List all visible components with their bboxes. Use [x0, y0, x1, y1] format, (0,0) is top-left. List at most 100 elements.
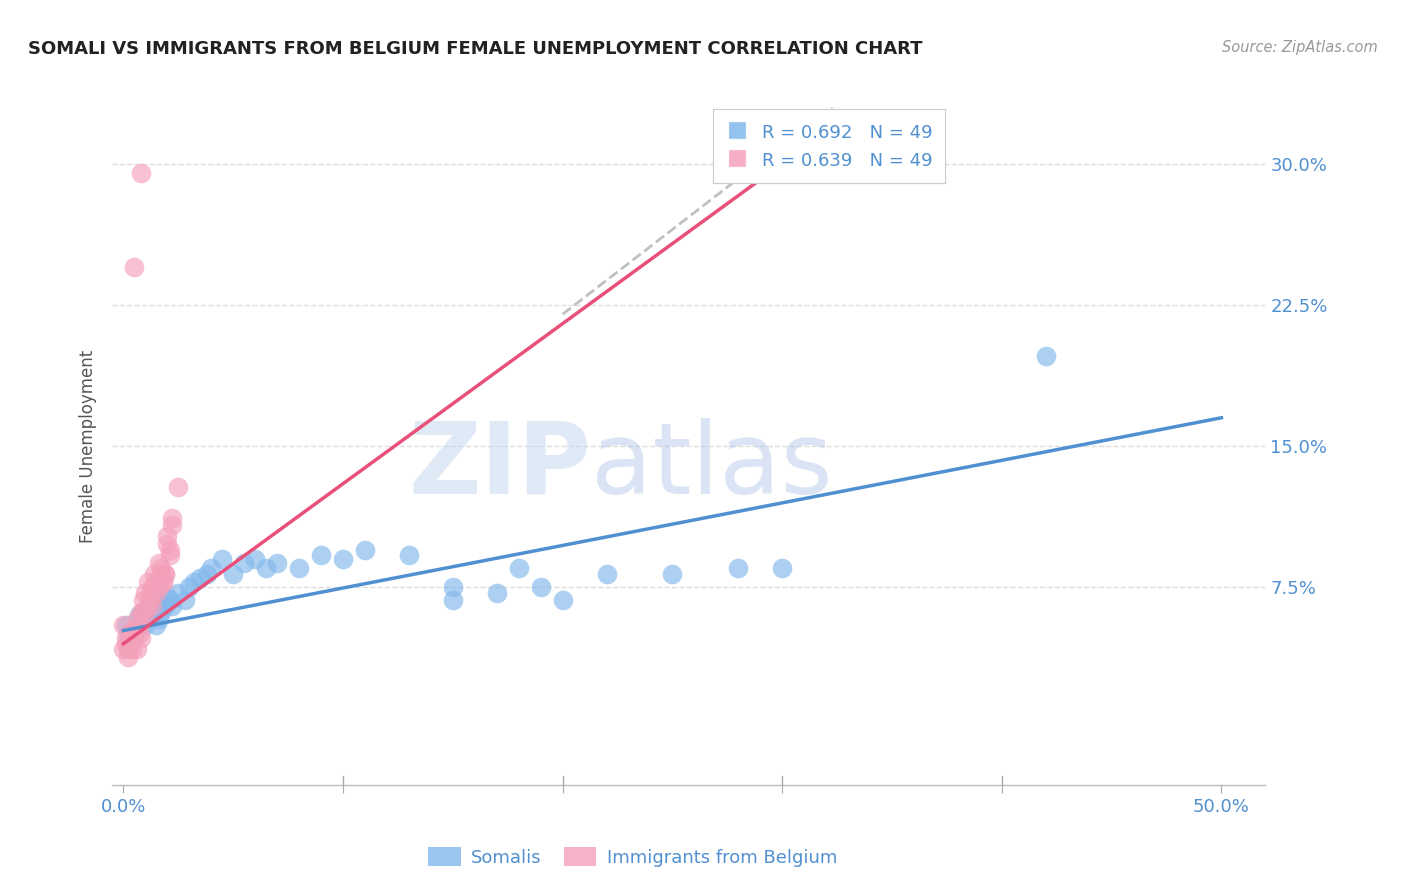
Point [727, 561, 749, 575]
Point [288, 561, 311, 575]
Point [128, 627, 150, 641]
Point [222, 567, 245, 582]
Point [441, 593, 464, 607]
Point [124, 260, 146, 274]
Text: atlas: atlas [591, 417, 832, 515]
Point [266, 556, 288, 570]
Point [153, 567, 176, 582]
Point [153, 599, 176, 613]
Point [136, 574, 159, 589]
Point [128, 618, 150, 632]
Legend: Somalis, Immigrants from Belgium: Somalis, Immigrants from Belgium [420, 840, 845, 874]
Point [160, 510, 183, 524]
Point [112, 642, 135, 657]
Point [117, 649, 139, 664]
Point [112, 618, 135, 632]
Point [485, 586, 508, 600]
Point [139, 593, 162, 607]
Point [211, 552, 233, 566]
Y-axis label: Female Unemployment: Female Unemployment [79, 350, 97, 542]
Point [200, 561, 222, 575]
Point [132, 593, 155, 607]
Point [129, 605, 152, 619]
Point [139, 599, 162, 613]
Point [167, 480, 190, 494]
Point [254, 561, 277, 575]
Point [149, 561, 172, 575]
Point [354, 542, 377, 557]
Point [148, 556, 170, 570]
Point [118, 637, 141, 651]
Point [1035, 349, 1057, 363]
Point [141, 605, 163, 619]
Point [153, 567, 176, 582]
Point [141, 580, 163, 594]
Point [128, 608, 150, 623]
Point [148, 580, 170, 594]
Point [125, 642, 148, 657]
Point [148, 612, 170, 626]
Point [143, 608, 166, 623]
Point [195, 567, 218, 582]
Point [332, 552, 354, 566]
Point [595, 567, 617, 582]
Point [398, 548, 420, 562]
Point [124, 627, 146, 641]
Point [160, 599, 183, 613]
Point [152, 593, 174, 607]
Point [129, 612, 152, 626]
Point [145, 618, 167, 632]
Point [149, 605, 172, 619]
Point [159, 548, 181, 562]
Point [770, 561, 793, 575]
Point [134, 612, 156, 626]
Point [156, 537, 179, 551]
Point [132, 605, 155, 619]
Point [530, 580, 553, 594]
Point [117, 642, 139, 657]
Point [174, 593, 197, 607]
Point [156, 529, 179, 543]
Point [245, 552, 267, 566]
Text: ZIP: ZIP [408, 417, 591, 515]
Point [179, 580, 201, 594]
Text: SOMALI VS IMMIGRANTS FROM BELGIUM FEMALE UNEMPLOYMENT CORRELATION CHART: SOMALI VS IMMIGRANTS FROM BELGIUM FEMALE… [28, 40, 922, 58]
Point [188, 571, 211, 585]
Point [134, 586, 156, 600]
Point [149, 567, 172, 582]
Point [143, 567, 166, 582]
Point [183, 574, 205, 589]
Point [114, 631, 136, 645]
Point [152, 574, 174, 589]
Point [129, 631, 152, 645]
Point [233, 556, 256, 570]
Point [132, 605, 155, 619]
Point [159, 542, 181, 557]
Point [139, 590, 162, 604]
Point [124, 624, 146, 638]
Point [121, 624, 143, 638]
Point [129, 166, 152, 180]
Point [134, 618, 156, 632]
Point [136, 599, 159, 613]
Point [508, 561, 530, 575]
Point [118, 631, 141, 645]
Legend: R = 0.692   N = 49, R = 0.639   N = 49: R = 0.692 N = 49, R = 0.639 N = 49 [713, 110, 945, 184]
Point [160, 518, 183, 533]
Point [551, 593, 574, 607]
Point [167, 586, 190, 600]
Point [152, 574, 174, 589]
Point [124, 631, 146, 645]
Point [145, 574, 167, 589]
Point [156, 590, 179, 604]
Point [117, 627, 139, 641]
Point [121, 642, 143, 657]
Point [125, 612, 148, 626]
Point [114, 618, 136, 632]
Point [141, 599, 163, 613]
Point [143, 580, 166, 594]
Point [661, 567, 683, 582]
Point [136, 608, 159, 623]
Point [145, 586, 167, 600]
Point [118, 627, 141, 641]
